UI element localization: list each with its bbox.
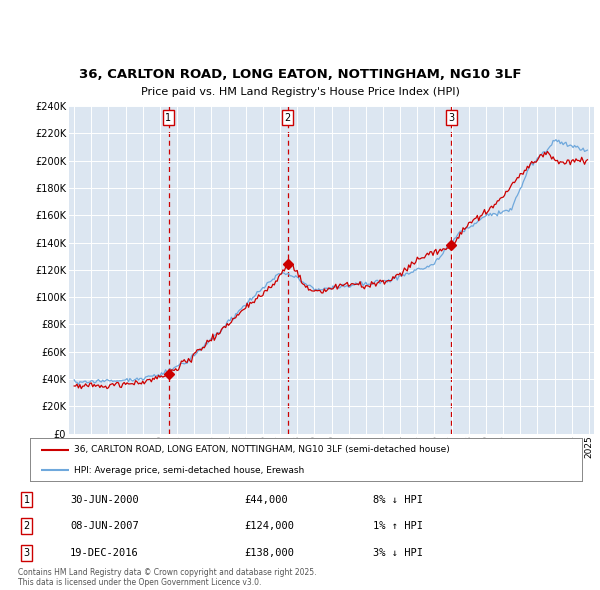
- Text: £44,000: £44,000: [245, 495, 289, 504]
- Text: £124,000: £124,000: [245, 521, 295, 531]
- Text: Contains HM Land Registry data © Crown copyright and database right 2025.
This d: Contains HM Land Registry data © Crown c…: [18, 568, 317, 587]
- Text: 1: 1: [23, 495, 29, 504]
- Text: £138,000: £138,000: [245, 548, 295, 558]
- Text: 3: 3: [448, 113, 454, 123]
- Text: HPI: Average price, semi-detached house, Erewash: HPI: Average price, semi-detached house,…: [74, 466, 304, 475]
- Text: 30-JUN-2000: 30-JUN-2000: [70, 495, 139, 504]
- Text: 3: 3: [23, 548, 29, 558]
- Text: 19-DEC-2016: 19-DEC-2016: [70, 548, 139, 558]
- Text: 08-JUN-2007: 08-JUN-2007: [70, 521, 139, 531]
- Text: 3% ↓ HPI: 3% ↓ HPI: [373, 548, 423, 558]
- Text: 2: 2: [284, 113, 291, 123]
- Text: 2: 2: [23, 521, 29, 531]
- Text: 36, CARLTON ROAD, LONG EATON, NOTTINGHAM, NG10 3LF (semi-detached house): 36, CARLTON ROAD, LONG EATON, NOTTINGHAM…: [74, 445, 450, 454]
- Text: 1: 1: [166, 113, 172, 123]
- Text: Price paid vs. HM Land Registry's House Price Index (HPI): Price paid vs. HM Land Registry's House …: [140, 87, 460, 97]
- Text: 1% ↑ HPI: 1% ↑ HPI: [373, 521, 423, 531]
- Text: 8% ↓ HPI: 8% ↓ HPI: [373, 495, 423, 504]
- Text: 36, CARLTON ROAD, LONG EATON, NOTTINGHAM, NG10 3LF: 36, CARLTON ROAD, LONG EATON, NOTTINGHAM…: [79, 68, 521, 81]
